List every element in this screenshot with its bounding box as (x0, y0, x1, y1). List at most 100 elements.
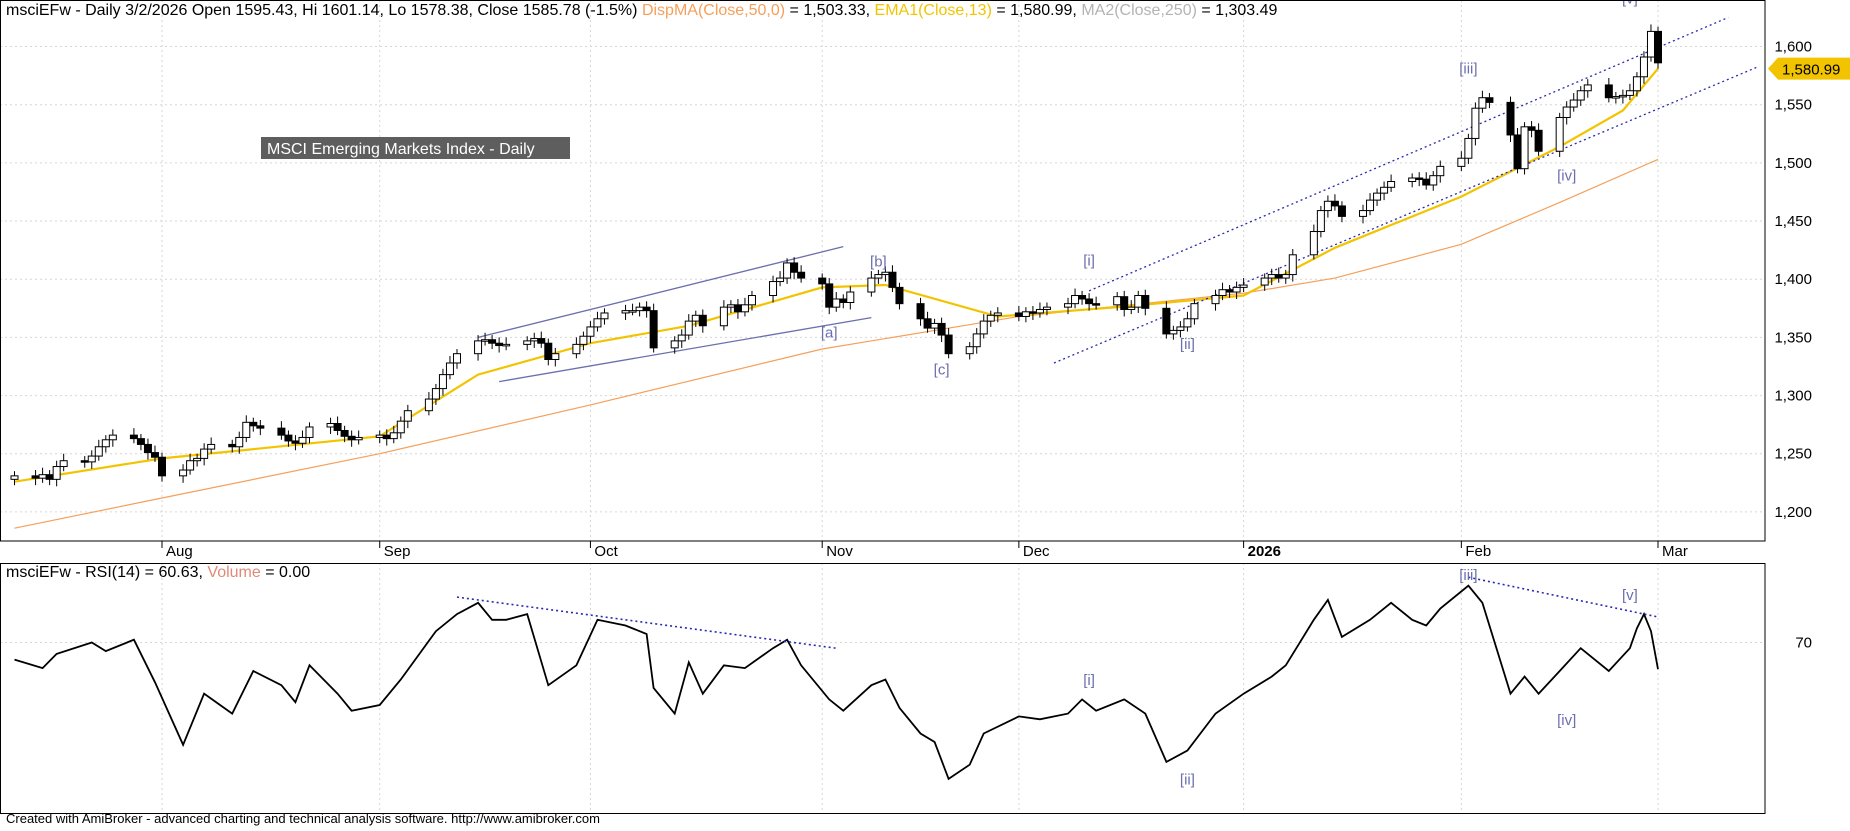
candle-body (747, 295, 756, 306)
candle-body (1064, 303, 1073, 308)
candle-body (143, 443, 152, 454)
candle-body (1309, 231, 1318, 256)
candle-body (382, 434, 391, 440)
rsi-wave-label: [iii] (1459, 567, 1477, 584)
candle-body (403, 410, 412, 422)
candle-body (972, 333, 981, 348)
candle-body (256, 425, 265, 429)
candle-body (438, 374, 447, 390)
candle-body (1092, 303, 1101, 306)
candle-body (825, 283, 834, 308)
price-header: msciEFw - Daily 3/2/2026 Open 1595.43, H… (6, 2, 1277, 20)
candle-body (1429, 175, 1438, 186)
candle-body (839, 298, 848, 303)
candles-layer (10, 24, 1662, 487)
ema-line (14, 67, 1659, 483)
price-pane-frame (0, 0, 1766, 542)
candle-body (1380, 186, 1389, 194)
candle-body (445, 362, 454, 376)
candle-body (1625, 90, 1634, 96)
channel-lower-line (1053, 66, 1757, 364)
candle-body (1028, 311, 1037, 314)
candle-body (158, 456, 166, 477)
candle-body (1085, 298, 1094, 305)
candle-body (179, 469, 188, 477)
candle-body (649, 310, 658, 349)
candle-body (481, 339, 490, 342)
volume-label: Volume (207, 564, 261, 581)
candle-body (1408, 177, 1417, 182)
candle-body (1478, 97, 1487, 109)
candle-body (431, 388, 440, 400)
candle-body (150, 452, 159, 458)
candle-body (375, 434, 384, 438)
candle-body (1506, 101, 1515, 136)
candle-body (1183, 318, 1192, 328)
candle-body (1316, 210, 1325, 233)
candle-body (797, 271, 806, 279)
candle-body (1134, 295, 1143, 308)
price-y-tick-label: 1,450 (1774, 213, 1812, 230)
candle-body (1520, 126, 1529, 170)
rsi-wave-label: [ii] (1180, 772, 1195, 789)
labels-layer: 1,580.99 MSCI Emerging Markets Index - Da… (261, 0, 1850, 379)
price-y-tick-label: 1,250 (1774, 446, 1812, 463)
candle-body (249, 421, 258, 427)
price-y-tick-label: 1,300 (1774, 388, 1812, 405)
candle-body (389, 432, 398, 440)
rsi-wave-label: [i] (1083, 672, 1095, 689)
ema-label: EMA1(Close,13) (874, 2, 992, 19)
candle-body (1288, 254, 1297, 276)
candle-body (916, 303, 925, 320)
candle-body (1359, 210, 1368, 217)
candle-body (930, 322, 939, 329)
candle-body (101, 439, 110, 448)
candle-body (129, 434, 138, 440)
candle-body (277, 427, 286, 436)
candle-body (832, 298, 841, 308)
candle-body (200, 448, 209, 459)
price-y-tick-label: 1,200 (1774, 504, 1812, 521)
candle-body (733, 304, 742, 313)
candle-body (1436, 165, 1445, 177)
candle-body (474, 340, 483, 355)
wedge-upper-line (477, 246, 844, 339)
wave-label: [a] (821, 324, 838, 341)
chart-title: MSCI Emerging Markets Index - Daily (267, 141, 535, 158)
candle-body (1366, 199, 1375, 212)
candle-body (691, 314, 700, 322)
candle-body (769, 281, 778, 297)
wave-label: [b] (870, 253, 887, 270)
x-tick-label: Dec (1023, 543, 1050, 560)
candle-body (284, 434, 293, 442)
candle-body (1513, 134, 1522, 170)
candle-body (1562, 106, 1571, 119)
candle-body (1035, 308, 1044, 314)
candle-body (923, 318, 932, 329)
candle-body (1583, 84, 1592, 92)
candle-body (1071, 295, 1080, 305)
candle-body (38, 474, 47, 479)
candle-body (1169, 329, 1178, 335)
candle-body (10, 475, 19, 480)
candle-body (1323, 200, 1332, 212)
candle-body (1471, 107, 1480, 139)
candle-body (1162, 307, 1171, 335)
volume-value: = 0.00 (265, 564, 311, 581)
candle-body (333, 422, 342, 431)
candle-body (136, 438, 145, 445)
candle-body (45, 474, 54, 480)
rsi-layer: [i] [ii] [iii] [iv] [v] (14, 567, 1659, 789)
wave-label: [iv] (1557, 167, 1576, 184)
candle-body (1281, 274, 1290, 279)
candle-body (888, 271, 897, 288)
candle-body (1555, 117, 1564, 152)
candle-body (1211, 295, 1220, 305)
channel-lines-layer (477, 16, 1757, 383)
x-tick-label: Mar (1662, 543, 1688, 560)
candle-body (298, 436, 307, 444)
candle-body (1373, 192, 1382, 201)
candle-body (579, 335, 588, 345)
candle-body (1218, 289, 1227, 297)
candle-body (452, 353, 461, 364)
